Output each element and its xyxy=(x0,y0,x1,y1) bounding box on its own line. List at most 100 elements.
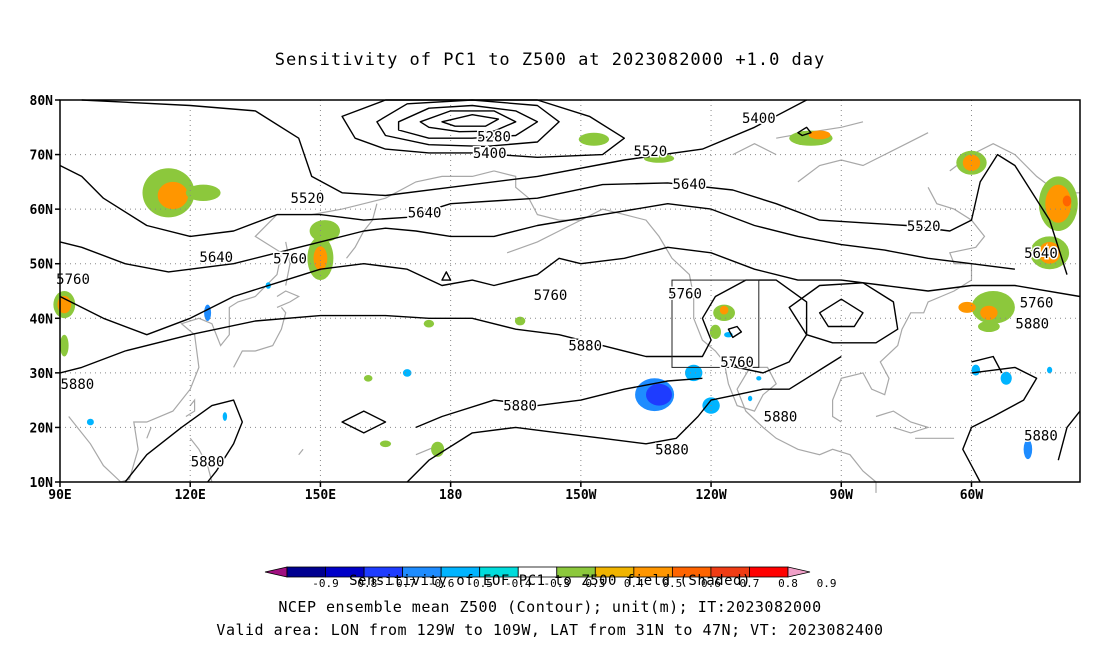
sensitivity-blob xyxy=(709,324,722,339)
coastline-segment xyxy=(797,132,929,183)
contour-label: 5760 xyxy=(720,355,754,371)
z500-contour-line xyxy=(59,246,1081,336)
sensitivity-blob xyxy=(578,132,610,146)
y-tick-label: 70N xyxy=(30,149,54,164)
sensitivity-blob xyxy=(971,364,981,376)
coastlines xyxy=(68,121,1080,493)
x-tick-label: 180 xyxy=(439,488,463,503)
colorbar-label: 0.6 xyxy=(701,577,721,590)
contour-label: 5880 xyxy=(764,410,798,426)
z500-contour-line xyxy=(1057,410,1081,461)
x-tick-label: 90E xyxy=(48,488,71,503)
footer-contour-caption: NCEP ensemble mean Z500 (Contour); unit(… xyxy=(278,598,822,616)
z500-contour-line xyxy=(727,325,743,339)
z500-contour-line xyxy=(788,282,899,344)
contour-label: 5760 xyxy=(273,251,307,267)
sensitivity-blob xyxy=(685,364,703,382)
coastline-segment xyxy=(298,448,304,456)
contour-label: 5520 xyxy=(291,191,325,207)
sensitivity-blob xyxy=(423,319,435,328)
z500-contours xyxy=(59,99,1081,483)
plot-frame xyxy=(59,99,1081,483)
contour-label: 5880 xyxy=(1024,429,1058,445)
colorbar-label: 0.8 xyxy=(778,577,798,590)
z500-contour-line xyxy=(59,279,808,374)
colorbar: -0.9 -0.8 -0.7 -0.6 -0.5 -0.4 -0.3 0.3 0.4 0.5 0.6… xyxy=(264,566,837,590)
sensitivity-blob xyxy=(514,316,526,326)
coastline-segment xyxy=(875,410,931,434)
colorbar-label: 0.3 xyxy=(585,577,605,590)
colorbar-label: -0.5 xyxy=(466,577,493,590)
colorbar-label: 0.5 xyxy=(662,577,682,590)
y-tick-label: 20N xyxy=(30,421,54,436)
z500-contour-line xyxy=(341,410,387,434)
footer-valid-area: Valid area: LON from 129W to 109W, LAT f… xyxy=(216,621,884,639)
y-axis-ticks: 80N 70N 60N 50N 40N 30N 20N 10N xyxy=(30,94,60,491)
contour-label: 5640 xyxy=(199,250,233,266)
colorbar-label: 0.7 xyxy=(740,577,760,590)
contour-label: 5640 xyxy=(673,177,707,193)
valid-area-box xyxy=(671,279,760,368)
sensitivity-blob xyxy=(86,418,94,426)
sensitivity-blob xyxy=(1062,195,1072,207)
coastline-segment xyxy=(68,170,495,483)
sensitivity-blob xyxy=(1047,366,1053,374)
sensitivity-blob xyxy=(719,305,729,315)
colorbar-label: -0.6 xyxy=(428,577,455,590)
sensitivity-blob xyxy=(808,130,831,140)
z500-contour-line xyxy=(962,366,1038,483)
sensitivity-blob xyxy=(60,334,69,357)
z500-contour-line xyxy=(971,355,1003,374)
contour-label: 5280 xyxy=(477,130,511,146)
coastline-segment xyxy=(493,170,877,483)
z500-contour-line xyxy=(81,99,807,197)
colorbar-label: 0.9 xyxy=(817,577,837,590)
contour-label: 5520 xyxy=(633,144,667,160)
coastline-segment xyxy=(189,437,213,483)
chart-title: Sensitivity of PC1 to Z500 at 2023082000… xyxy=(274,50,826,70)
contour-label: 5640 xyxy=(408,205,442,221)
contour-label: 5400 xyxy=(473,146,507,162)
sensitivity-blob xyxy=(402,369,412,377)
y-tick-label: 50N xyxy=(30,258,54,273)
sensitivity-blob xyxy=(309,220,340,242)
contour-label: 5880 xyxy=(61,377,95,393)
sensitivity-blob xyxy=(1038,241,1061,264)
y-tick-label: 30N xyxy=(30,367,54,382)
y-tick-label: 10N xyxy=(30,476,54,491)
sensitivity-blob xyxy=(185,184,221,201)
coastline-segment xyxy=(233,307,287,368)
sensitivity-blob xyxy=(222,412,228,421)
coastline-segment xyxy=(506,219,582,254)
sensitivity-blob xyxy=(157,181,189,210)
sensitivity-blob xyxy=(980,305,998,320)
colorbar-end-high xyxy=(787,566,811,578)
z500-contour-line xyxy=(124,399,243,483)
x-tick-label: 120E xyxy=(175,488,206,503)
sensitivity-blob xyxy=(313,246,328,271)
sensitivity-shading xyxy=(53,130,1078,460)
z500-contour-line xyxy=(397,104,539,139)
contour-label: 5880 xyxy=(568,339,602,355)
contour-label: 5880 xyxy=(1015,317,1049,333)
contour-label: 5880 xyxy=(655,442,689,458)
contour-label: 5520 xyxy=(907,219,941,235)
x-tick-label: 120W xyxy=(695,488,726,503)
colorbar-label: -0.4 xyxy=(505,577,532,590)
colorbar-label: -0.7 xyxy=(389,577,416,590)
contour-label: 5760 xyxy=(534,288,568,304)
sensitivity-blob xyxy=(747,395,753,402)
z500-contour-line xyxy=(441,114,500,127)
contour-label: 5640 xyxy=(1024,246,1058,262)
sensitivity-blob xyxy=(363,375,373,382)
coastline-segment xyxy=(185,398,196,418)
x-tick-label: 150E xyxy=(305,488,336,503)
sensitivity-blob xyxy=(978,321,1000,332)
sensitivity-blob xyxy=(962,154,981,171)
z500-contour-line xyxy=(441,271,452,281)
sensitivity-blob xyxy=(958,301,976,313)
sensitivity-blob xyxy=(1023,439,1033,460)
colorbar-label: 0.4 xyxy=(624,577,644,590)
